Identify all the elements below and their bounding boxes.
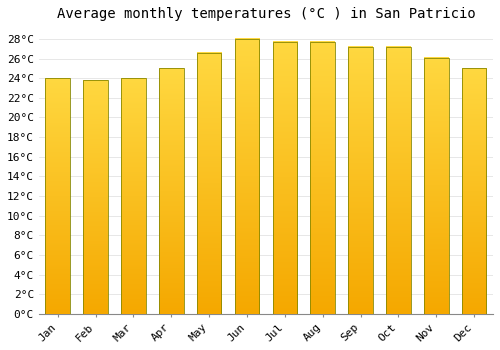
Title: Average monthly temperatures (°C ) in San Patricio: Average monthly temperatures (°C ) in Sa…	[56, 7, 476, 21]
Bar	[272, 42, 297, 314]
Bar	[197, 52, 222, 314]
Bar	[234, 39, 260, 314]
Bar	[386, 47, 410, 314]
Bar	[46, 78, 70, 314]
Bar	[310, 42, 335, 314]
Bar	[84, 80, 108, 314]
Bar	[348, 47, 373, 314]
Bar	[121, 78, 146, 314]
Bar	[424, 57, 448, 314]
Bar	[462, 68, 486, 314]
Bar	[159, 68, 184, 314]
